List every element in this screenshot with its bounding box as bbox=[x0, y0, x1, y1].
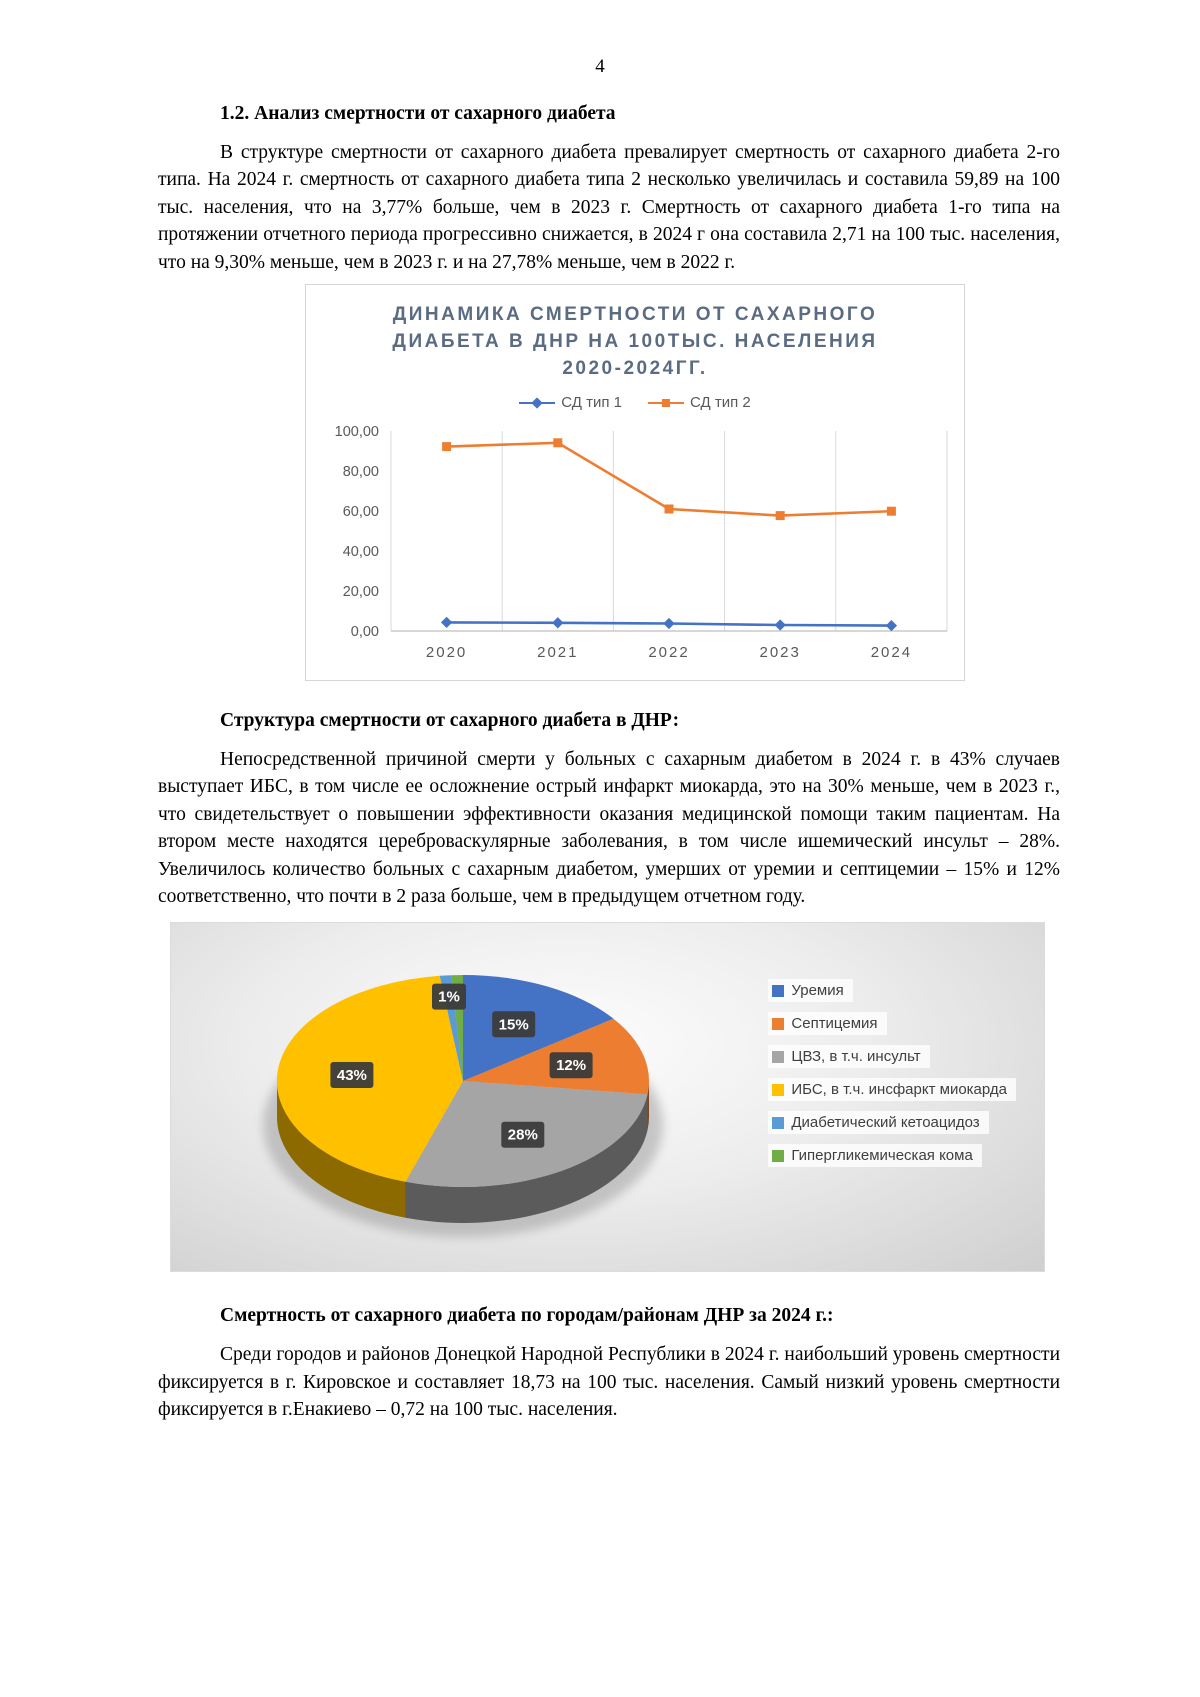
line-chart-legend-item: СД тип 1 bbox=[519, 394, 622, 411]
pie-legend-item: ЦВЗ, в т.ч. инсульт bbox=[768, 1045, 930, 1069]
legend-swatch-icon bbox=[772, 1083, 785, 1096]
legend-label: Септицемия bbox=[791, 1015, 878, 1033]
section-heading-cities: Смертность от сахарного диабета по город… bbox=[220, 1305, 834, 1327]
legend-swatch-icon bbox=[772, 984, 785, 997]
section-heading-structure: Структура смертности от сахарного диабет… bbox=[220, 710, 680, 732]
pie-legend-item: ИБС, в т.ч. инсфаркт миокарда bbox=[768, 1078, 1016, 1102]
legend-marker-icon bbox=[519, 396, 556, 409]
svg-text:43%: 43% bbox=[337, 1067, 367, 1084]
paragraph-cities: Среди городов и районов Донецкой Народно… bbox=[158, 1344, 1060, 1421]
line-chart-title-line: 2020-2024ГГ. bbox=[562, 358, 708, 380]
legend-label: Диабетический кетоацидоз bbox=[791, 1114, 980, 1132]
legend-swatch-icon bbox=[772, 1050, 785, 1063]
line-chart-title-line: ДИАБЕТА В ДНР НА 100ТЫС. НАСЕЛЕНИЯ bbox=[392, 331, 878, 353]
legend-label: Уремия bbox=[791, 982, 844, 1000]
legend-marker-icon bbox=[648, 398, 684, 407]
legend-label: СД тип 1 bbox=[561, 394, 622, 412]
svg-text:1%: 1% bbox=[438, 989, 460, 1006]
paragraph-structure: Непосредственной причиной смерти у больн… bbox=[158, 749, 1060, 908]
line-chart-title-line: ДИНАМИКА СМЕРТНОСТИ ОТ САХАРНОГО bbox=[392, 304, 878, 326]
pie-data-label: 43% bbox=[330, 1062, 374, 1089]
svg-text:28%: 28% bbox=[508, 1127, 538, 1144]
pie-legend-item: Уремия bbox=[768, 979, 853, 1003]
svg-text:100,00: 100,00 bbox=[335, 424, 379, 440]
legend-label: ИБС, в т.ч. инсфаркт миокарда bbox=[791, 1081, 1007, 1099]
svg-text:2022: 2022 bbox=[648, 644, 689, 661]
pie-data-label: 12% bbox=[549, 1052, 593, 1079]
section-heading-mortality-analysis: 1.2. Анализ смертности от сахарного диаб… bbox=[220, 103, 616, 124]
page-content: 1.2. Анализ смертности от сахарного диаб… bbox=[0, 100, 1200, 1424]
legend-swatch-icon bbox=[772, 1116, 785, 1129]
svg-text:20,00: 20,00 bbox=[343, 584, 379, 600]
svg-text:2023: 2023 bbox=[760, 644, 801, 661]
svg-text:2024: 2024 bbox=[871, 644, 912, 661]
legend-swatch-icon bbox=[772, 1017, 785, 1030]
svg-text:0,00: 0,00 bbox=[351, 624, 379, 640]
line-chart-legend-item: СД тип 2 bbox=[648, 394, 751, 411]
svg-text:2021: 2021 bbox=[537, 644, 578, 661]
pie-legend-item: Гипергликемическая кома bbox=[768, 1144, 982, 1168]
svg-text:2020: 2020 bbox=[426, 644, 467, 661]
legend-label: СД тип 2 bbox=[690, 394, 751, 412]
pie-data-label: 1% bbox=[432, 984, 466, 1011]
pie-legend-item: Септицемия bbox=[768, 1012, 887, 1036]
legend-label: Гипергликемическая кома bbox=[791, 1147, 973, 1165]
pie-chart-plot: 15% 12% 28% 43% 1% bbox=[263, 975, 663, 1238]
legend-label: ЦВЗ, в т.ч. инсульт bbox=[791, 1048, 921, 1066]
paragraph-mortality-analysis: В структуре смертности от сахарного диаб… bbox=[158, 142, 1060, 273]
line-chart: ДИНАМИКА СМЕРТНОСТИ ОТ САХАРНОГО ДИАБЕТА … bbox=[305, 284, 965, 682]
page-number: 4 bbox=[595, 56, 605, 77]
pie-chart-legend: Уремия Септицемия ЦВЗ, в т.ч. инсульт ИБС, … bbox=[768, 979, 1016, 1168]
line-chart-plot: 100,00 80,00 60,00 40,00 20,00 0,00 2020 2021 20… bbox=[335, 424, 948, 661]
legend-swatch-icon bbox=[772, 1149, 785, 1162]
line-chart-title: ДИНАМИКА СМЕРТНОСТИ ОТ САХАРНОГО ДИАБЕТА … bbox=[306, 301, 964, 382]
svg-text:60,00: 60,00 bbox=[343, 504, 379, 520]
svg-text:40,00: 40,00 bbox=[343, 544, 379, 560]
svg-text:15%: 15% bbox=[499, 1017, 529, 1034]
pie-chart: 15% 12% 28% 43% 1% Уремия Септицемия ЦВЗ, в т.… bbox=[170, 922, 1045, 1273]
svg-text:80,00: 80,00 bbox=[343, 464, 379, 480]
pie-data-label: 28% bbox=[501, 1122, 545, 1149]
pie-legend-item: Диабетический кетоацидоз bbox=[768, 1111, 989, 1135]
pie-data-label: 15% bbox=[492, 1011, 536, 1038]
svg-text:12%: 12% bbox=[556, 1058, 586, 1075]
line-chart-legend: СД тип 1 СД тип 2 bbox=[306, 394, 964, 411]
